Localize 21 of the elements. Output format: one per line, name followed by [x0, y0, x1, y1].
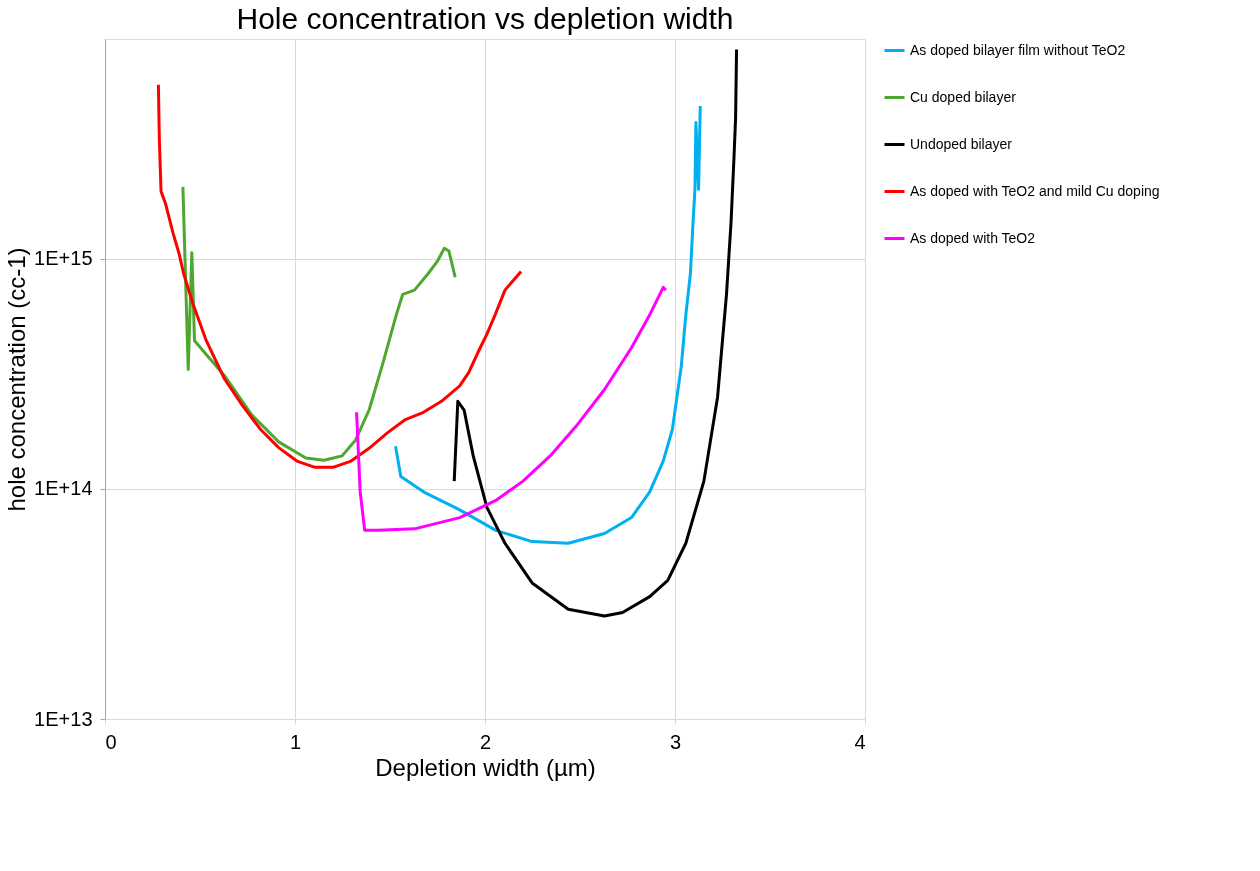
- y-tick-label: 1E+13: [34, 707, 93, 730]
- y-tick-label: 1E+14: [34, 477, 93, 500]
- y-tick-label: 1E+15: [34, 247, 93, 270]
- x-tick-label: 1: [289, 730, 302, 753]
- line-series: [452, 48, 739, 618]
- legend-label: As doped bilayer film without TeO2: [910, 41, 1126, 58]
- legend-label: Cu doped bilayer: [910, 88, 1017, 105]
- x-axis-title: Depletion width (µm): [375, 753, 596, 781]
- line-series: [394, 104, 702, 545]
- y-axis-title: hole concentration (cc-1): [3, 247, 31, 512]
- chart-title: Hole concentration vs depletion width: [236, 2, 734, 35]
- x-tick-label: 3: [669, 730, 682, 753]
- legend-label: As doped with TeO2: [910, 229, 1036, 246]
- legend-label: As doped with TeO2 and mild Cu doping: [910, 182, 1160, 199]
- line-series: [181, 185, 457, 462]
- legend-label: Undoped bilayer: [910, 135, 1013, 152]
- x-tick-label: 4: [854, 730, 866, 753]
- line-series: [355, 285, 668, 532]
- x-tick-label: 0: [105, 730, 117, 753]
- x-tick-label: 2: [479, 730, 492, 753]
- line-series: [156, 83, 523, 469]
